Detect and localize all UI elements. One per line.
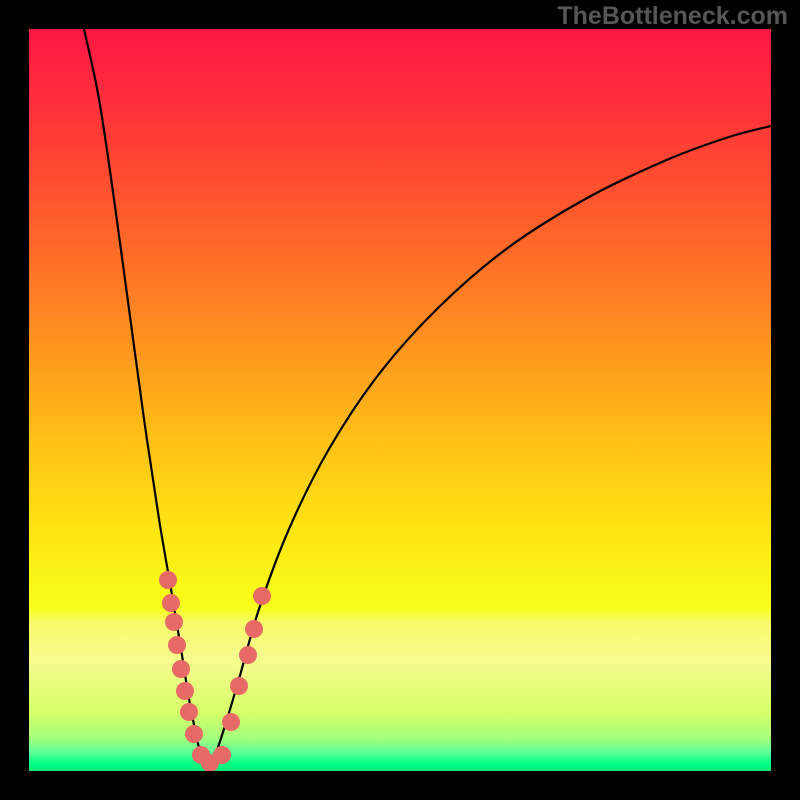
data-marker xyxy=(213,746,231,764)
data-marker xyxy=(162,594,180,612)
data-marker xyxy=(245,620,263,638)
data-marker xyxy=(176,682,194,700)
data-marker xyxy=(222,713,240,731)
data-marker xyxy=(165,613,183,631)
plot-area xyxy=(29,29,771,771)
data-marker xyxy=(239,646,257,664)
data-marker xyxy=(159,571,177,589)
watermark-text: TheBottleneck.com xyxy=(557,2,788,31)
data-marker xyxy=(168,636,186,654)
data-marker xyxy=(172,660,190,678)
data-marker xyxy=(180,703,198,721)
chart-overlay xyxy=(29,29,771,771)
data-marker xyxy=(230,677,248,695)
curve-left-branch xyxy=(84,29,207,771)
curve-right-branch xyxy=(207,126,771,771)
data-marker xyxy=(253,587,271,605)
data-marker xyxy=(185,725,203,743)
